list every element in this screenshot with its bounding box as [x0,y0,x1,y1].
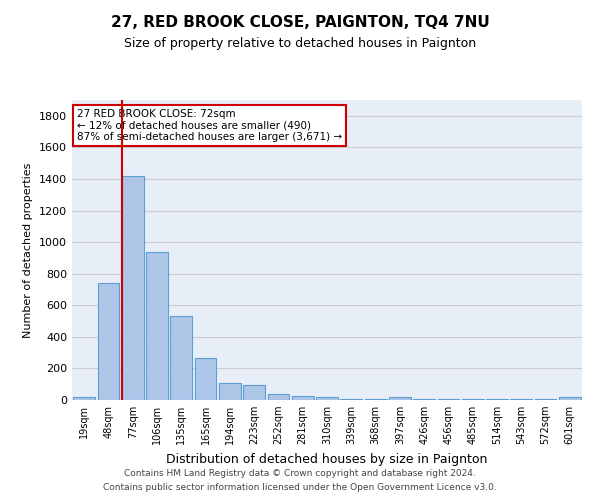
Text: 27 RED BROOK CLOSE: 72sqm
← 12% of detached houses are smaller (490)
87% of semi: 27 RED BROOK CLOSE: 72sqm ← 12% of detac… [77,109,342,142]
Bar [316,396,338,400]
Bar [389,397,411,400]
Bar [535,399,556,400]
Bar [268,394,289,400]
Bar [243,385,265,400]
Bar [437,399,460,400]
Bar [365,399,386,400]
Text: Contains HM Land Registry data © Crown copyright and database right 2024.: Contains HM Land Registry data © Crown c… [124,468,476,477]
Bar [73,396,95,400]
Bar [292,396,314,400]
Text: Size of property relative to detached houses in Paignton: Size of property relative to detached ho… [124,38,476,51]
Bar [511,399,532,400]
Bar [122,176,143,400]
Bar [219,384,241,400]
Text: Contains public sector information licensed under the Open Government Licence v3: Contains public sector information licen… [103,484,497,492]
Y-axis label: Number of detached properties: Number of detached properties [23,162,34,338]
Text: 27, RED BROOK CLOSE, PAIGNTON, TQ4 7NU: 27, RED BROOK CLOSE, PAIGNTON, TQ4 7NU [110,15,490,30]
Bar [486,399,508,400]
Bar [559,397,581,400]
Bar [194,358,217,400]
Bar [97,283,119,400]
Bar [146,252,168,400]
Bar [413,399,435,400]
Bar [462,399,484,400]
Bar [170,316,192,400]
X-axis label: Distribution of detached houses by size in Paignton: Distribution of detached houses by size … [166,452,488,466]
Bar [340,399,362,400]
